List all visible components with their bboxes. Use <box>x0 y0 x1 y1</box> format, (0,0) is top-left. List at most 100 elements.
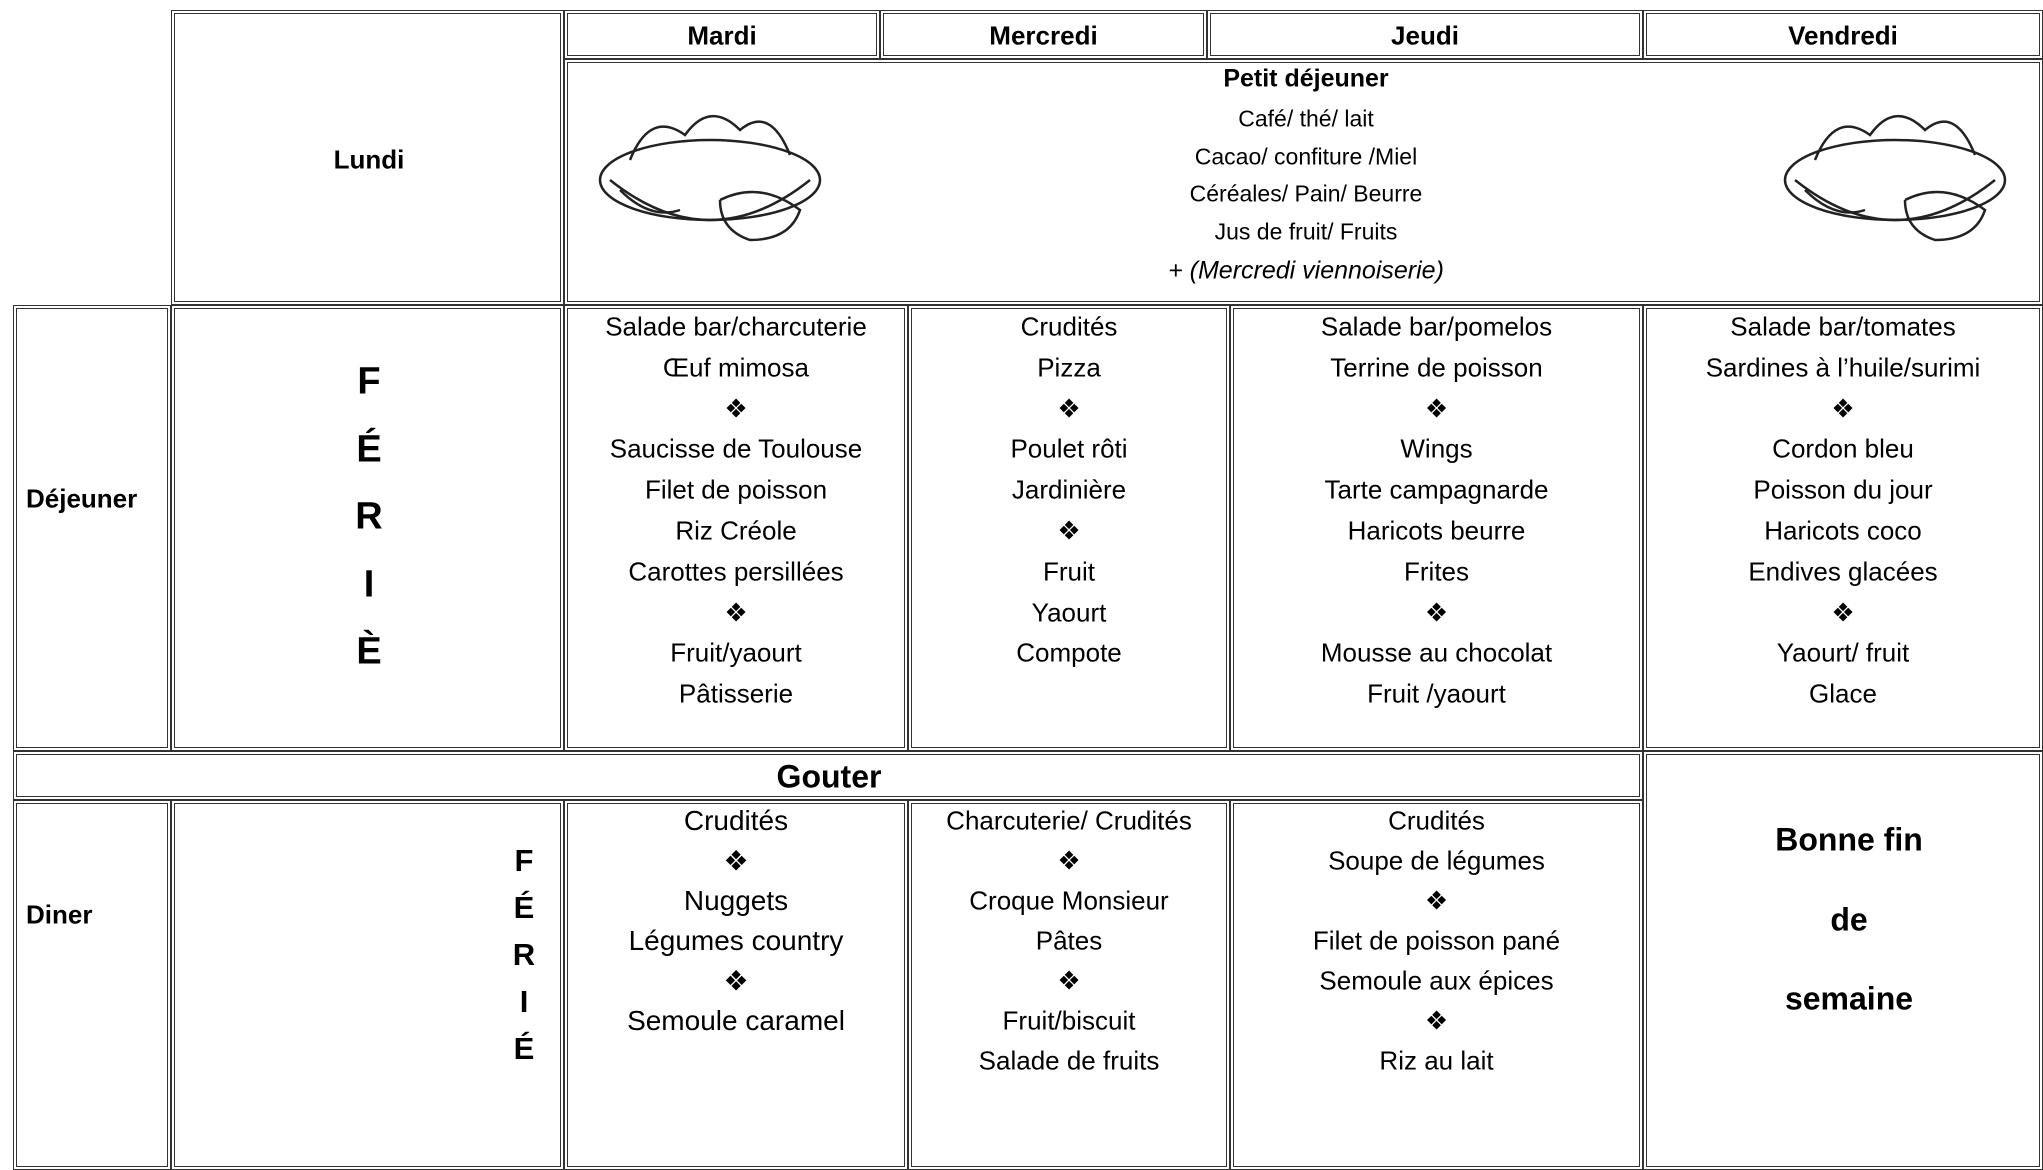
breakfast-item: Cacao/ confiture /Miel <box>1194 143 1418 169</box>
menu-item: Carottes persillées <box>628 556 844 587</box>
menu-item: Haricots beurre <box>1347 515 1526 546</box>
menu-item: Yaourt/ fruit <box>1776 637 1910 668</box>
menu-item: ❖ <box>724 393 748 424</box>
closing-text: de <box>1830 901 1868 937</box>
closing-text: Bonne fin <box>1775 821 1923 858</box>
menu-item: ❖ <box>723 965 749 997</box>
menu-item: Filet de poisson <box>644 474 828 505</box>
menu-item: ❖ <box>1424 1005 1449 1036</box>
menu-item: Fruit /yaourt <box>1367 678 1506 709</box>
day-header: Vendredi <box>1788 20 1898 51</box>
menu-item: Saucisse de Toulouse <box>609 433 863 464</box>
menu-item: Salade de fruits <box>978 1045 1160 1076</box>
menu-item: Charcuterie/ Crudités <box>946 805 1192 836</box>
menu-item: Glace <box>1809 678 1877 709</box>
snack-label: Gouter <box>776 758 882 795</box>
menu-item: ❖ <box>1424 597 1449 628</box>
menu-item: Crudités <box>1388 805 1485 836</box>
menu-item: Pizza <box>1037 352 1101 383</box>
menu-item: ❖ <box>1831 597 1855 628</box>
lundi-dinner-cell <box>171 800 564 1170</box>
menu-item: Crudités <box>683 805 789 836</box>
snack-cell <box>13 751 1643 800</box>
holiday-letter: É <box>513 890 535 925</box>
day-header: Mardi <box>687 20 757 51</box>
menu-item: Compote <box>1016 637 1122 668</box>
menu-item: Salade bar/pomelos <box>1320 311 1553 342</box>
row-label-cell <box>13 305 171 751</box>
menu-item: Salade bar/tomates <box>1730 311 1956 342</box>
menu-item: Nuggets <box>683 885 789 916</box>
menu-item: ❖ <box>723 845 749 877</box>
menu-item: Sardines à l’huile/surimi <box>1705 352 1981 383</box>
menu-item: Pâtisserie <box>678 678 794 709</box>
menu-item: Endives glacées <box>1748 556 1938 587</box>
croissant-basket-icon <box>598 114 822 242</box>
holiday-letter: R <box>355 495 383 538</box>
menu-item: ❖ <box>1057 393 1081 424</box>
holiday-letter: I <box>363 563 375 605</box>
menu-item: Mousse au chocolat <box>1320 637 1553 668</box>
breakfast-cell <box>564 59 2043 305</box>
menu-item: Frites <box>1404 556 1469 587</box>
row-label: Déjeuner <box>26 483 138 514</box>
croissant-basket-icon <box>1783 114 2007 242</box>
holiday-letter: É <box>356 428 382 470</box>
menu-item: Filet de poisson pané <box>1312 925 1561 956</box>
day-header-cell <box>564 10 880 59</box>
menu-item: ❖ <box>1831 393 1855 424</box>
menu-item: Semoule aux épices <box>1319 965 1554 996</box>
lundi-header-cell <box>171 10 564 305</box>
menu-item: Œuf mimosa <box>663 352 809 383</box>
day-header: Jeudi <box>1391 20 1459 51</box>
menu-item: Poulet rôti <box>1010 433 1128 464</box>
menu-item: Soupe de légumes <box>1328 845 1545 876</box>
breakfast-item: Céréales/ Pain/ Beurre <box>1189 180 1423 207</box>
menu-item: Wings <box>1400 433 1473 464</box>
lunch-cell <box>1643 305 2043 751</box>
row-label: Diner <box>26 899 93 930</box>
menu-item: Riz au lait <box>1379 1045 1494 1076</box>
menu-item: Fruit/yaourt <box>670 637 802 668</box>
menu-item: Fruit <box>1043 556 1095 587</box>
menu-item: ❖ <box>1057 515 1081 546</box>
menu-item: Crudités <box>1020 311 1118 342</box>
menu-item: ❖ <box>1424 393 1449 424</box>
menu-item: Fruit/biscuit <box>1002 1005 1136 1036</box>
menu-item: Salade bar/charcuterie <box>605 311 867 342</box>
menu-item: Poisson du jour <box>1753 474 1933 505</box>
day-header-cell <box>1207 10 1643 59</box>
breakfast-title: Petit déjeuner <box>1223 64 1389 93</box>
lunch-cell <box>908 305 1230 751</box>
menu-item: Haricots coco <box>1764 515 1922 546</box>
day-header-cell <box>880 10 1207 59</box>
holiday-letter: R <box>512 937 536 972</box>
lunch-cell <box>564 305 908 751</box>
day-header: Lundi <box>333 144 405 175</box>
holiday-letter: È <box>356 630 382 673</box>
holiday-letter: F <box>357 360 381 403</box>
menu-item: ❖ <box>724 597 748 628</box>
menu-item: Tarte campagnarde <box>1324 474 1549 505</box>
menu-item: ❖ <box>1057 965 1081 996</box>
menu-item: Semoule caramel <box>627 1005 845 1036</box>
breakfast-note: + (Mercredi viennoiserie) <box>1168 256 1444 285</box>
breakfast-item: Café/ thé/ lait <box>1238 105 1374 132</box>
holiday-letter: I <box>519 984 529 1019</box>
menu-item: Jardinière <box>1011 474 1127 505</box>
closing-text: semaine <box>1784 980 1914 1017</box>
menu-item: Terrine de poisson <box>1330 352 1543 383</box>
menu-item: Pâtes <box>1035 925 1103 956</box>
menu-item: ❖ <box>1057 845 1081 876</box>
day-header-cell <box>1643 10 2043 59</box>
holiday-letter: É <box>513 1031 535 1066</box>
menu-item: Yaourt <box>1031 597 1107 628</box>
menu-item: Légumes country <box>628 925 844 956</box>
closing-cell <box>1643 751 2043 1170</box>
lunch-cell <box>1230 305 1643 751</box>
menu-item: Cordon bleu <box>1772 433 1914 464</box>
row-label-cell <box>13 800 171 1170</box>
menu-item: ❖ <box>1424 885 1449 916</box>
menu-item: Croque Monsieur <box>969 885 1169 916</box>
